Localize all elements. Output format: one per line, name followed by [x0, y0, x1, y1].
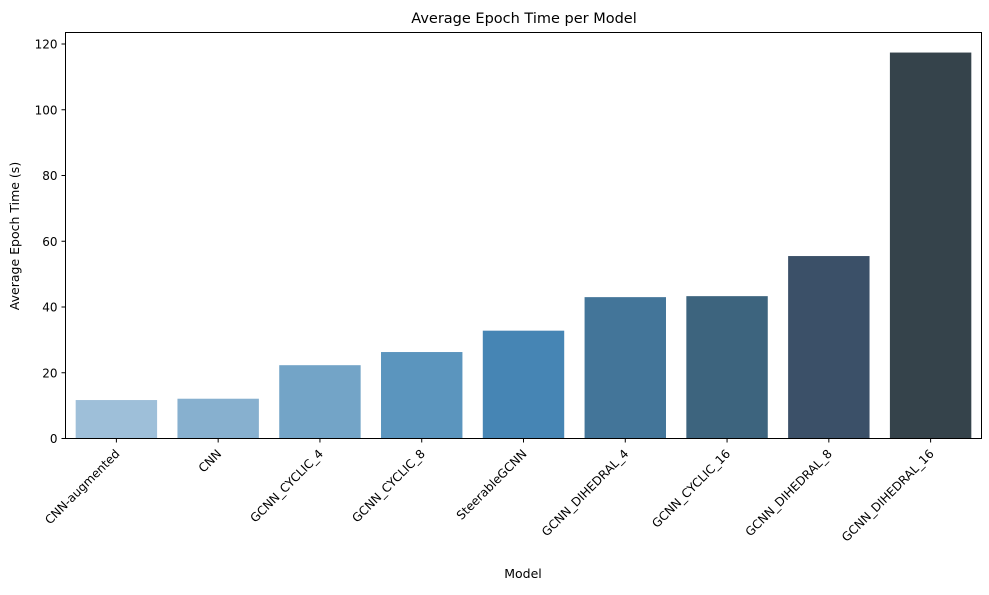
y-tick-label: 100	[35, 103, 58, 117]
x-axis-ticks: CNN-augmented CNN GCNN_CYCLIC_4 GCNN_CYCLIC…	[42, 438, 937, 545]
bar-gcnn-dihedral-16	[889, 52, 972, 439]
y-tick-label: 60	[42, 235, 57, 249]
y-tick-label: 0	[50, 432, 58, 446]
x-tick-label: GCNN_DIHEDRAL_16	[839, 447, 937, 545]
x-tick-label: GCNN_DIHEDRAL_4	[539, 447, 631, 539]
x-axis-label: Model	[504, 566, 542, 581]
plot-frame	[65, 32, 982, 439]
x-tick-label: CNN	[196, 447, 225, 476]
bar-gcnn-dihedral-4	[584, 297, 666, 439]
bar-gcnn-cyclic-8	[381, 352, 463, 439]
bars-layer	[75, 52, 972, 439]
x-tick-label: SteerableGCNN	[454, 447, 530, 523]
chart-title: Average Epoch Time per Model	[411, 11, 637, 27]
bar-gcnn-cyclic-4	[279, 365, 361, 439]
bar-gcnn-dihedral-8	[788, 256, 870, 439]
bar-gcnn-cyclic-16	[686, 296, 768, 439]
y-tick-label: 20	[42, 366, 57, 380]
y-tick-label: 80	[42, 169, 57, 183]
y-axis-label: Average Epoch Time (s)	[7, 162, 22, 310]
bar-steerablegcnn	[482, 330, 565, 439]
bar-cnn	[177, 398, 259, 439]
y-tick-label: 40	[42, 301, 57, 315]
x-tick-label: GCNN_CYCLIC_16	[649, 447, 733, 531]
x-tick-label: GCNN_DIHEDRAL_8	[743, 447, 835, 539]
y-tick-label: 120	[35, 38, 58, 52]
x-tick-label: GCNN_CYCLIC_4	[248, 447, 327, 526]
x-tick-label: GCNN_CYCLIC_8	[349, 447, 428, 526]
bar-cnn-augmented	[75, 400, 158, 439]
y-axis-ticks: 0 20 40 60 80 100 120	[35, 38, 66, 446]
x-tick-label: CNN-augmented	[42, 447, 122, 527]
